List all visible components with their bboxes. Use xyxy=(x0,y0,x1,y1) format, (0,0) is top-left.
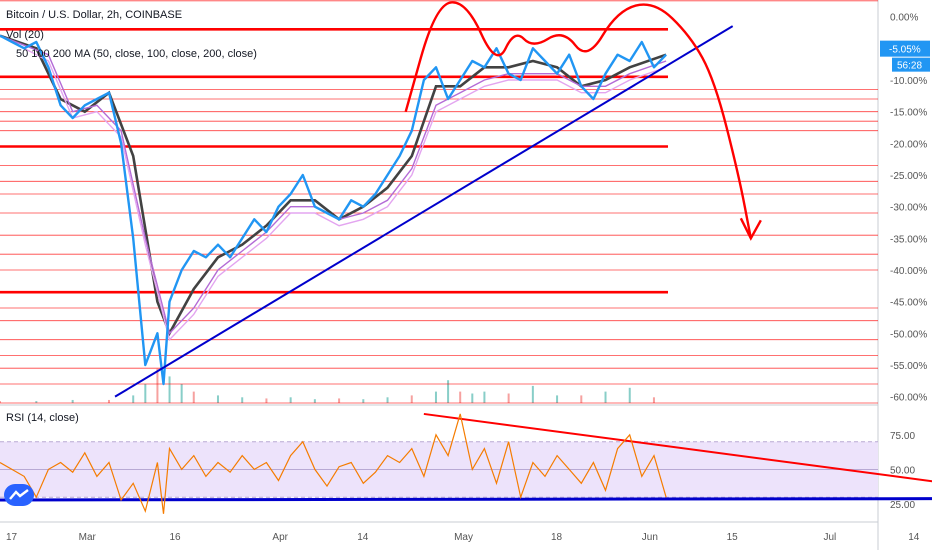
price-axis-tick: 0.00% xyxy=(890,13,918,24)
rsi-line xyxy=(0,413,667,514)
volume-bar xyxy=(604,391,607,403)
volume-bar xyxy=(265,398,268,403)
time-axis-tick: May xyxy=(454,532,473,543)
trendlines xyxy=(0,25,932,502)
countdown-label: 56:28 xyxy=(897,61,922,72)
volume-bars xyxy=(0,368,655,403)
volume-bar xyxy=(483,391,486,403)
volume-bar xyxy=(531,385,534,403)
volume-bar xyxy=(434,391,437,403)
volume-bar xyxy=(132,395,135,403)
moving-average-lines xyxy=(0,34,667,342)
ma-indicator-label[interactable]: 50 100 200 MA (50, close, 100, close, 20… xyxy=(16,48,257,60)
rsi-series-line xyxy=(0,413,667,514)
symbol-title[interactable]: Bitcoin / U.S. Dollar, 2h, COINBASE xyxy=(6,9,183,21)
price-trendline xyxy=(114,25,734,398)
volume-bar xyxy=(168,376,171,403)
volume-bar xyxy=(338,398,341,403)
volume-bar xyxy=(447,380,450,403)
volume-bar xyxy=(156,368,159,403)
volume-bar xyxy=(313,399,316,403)
volume-bar xyxy=(652,397,655,403)
logo-glyph xyxy=(9,489,29,500)
time-axis-tick: Mar xyxy=(79,532,97,543)
price-axis-tick: -15.00% xyxy=(890,108,927,119)
volume-bar xyxy=(216,395,219,403)
rsi-axis-tick: 75.00 xyxy=(890,431,915,442)
price-axis-tick: -25.00% xyxy=(890,171,927,182)
rsi-band xyxy=(0,441,878,498)
rsi-trendline-red xyxy=(423,412,932,483)
time-axis-tick: 17 xyxy=(6,532,18,543)
price-badges: -5.05% 56:28 xyxy=(880,40,930,72)
volume-bar xyxy=(35,401,38,403)
price-axis-tick: -50.00% xyxy=(890,329,927,340)
volume-bar xyxy=(192,391,195,403)
price-series-line xyxy=(0,34,667,386)
tradingview-logo-icon[interactable] xyxy=(4,484,34,506)
volume-bar xyxy=(71,399,74,403)
volume-bar xyxy=(289,397,292,403)
countdown-badge xyxy=(892,57,930,72)
last-change-label: -5.05% xyxy=(889,45,921,56)
horizontal-levels xyxy=(0,0,878,404)
axes: 0.00%-5.00%-10.00%-15.00%-20.00%-25.00%-… xyxy=(6,13,927,543)
time-axis-tick: Apr xyxy=(272,532,288,543)
price-axis-tick: -10.00% xyxy=(890,76,927,87)
volume-bar xyxy=(628,387,631,403)
time-axis-tick: 15 xyxy=(727,532,739,543)
volume-bar xyxy=(459,391,462,403)
time-axis-tick: Jun xyxy=(642,532,658,543)
volume-bar xyxy=(580,395,583,403)
ma-50-line xyxy=(0,34,667,337)
time-axis-tick: 16 xyxy=(169,532,181,543)
volume-bar xyxy=(144,384,147,403)
volume-bar xyxy=(410,395,413,403)
annotation-curve xyxy=(404,1,753,239)
price-axis-tick: -30.00% xyxy=(890,203,927,214)
volume-indicator-label[interactable]: Vol (20) xyxy=(6,29,44,41)
volume-bar xyxy=(556,395,559,403)
volume-bar xyxy=(507,393,510,403)
rsi-axis-tick: 50.00 xyxy=(890,465,915,476)
price-axis-tick: -20.00% xyxy=(890,139,927,150)
ma-100-line xyxy=(0,35,667,335)
rsi-indicator-label[interactable]: RSI (14, close) xyxy=(6,412,79,424)
annotation-arrow xyxy=(404,1,762,241)
price-axis-tick: -35.00% xyxy=(890,234,927,245)
volume-bar xyxy=(107,399,110,403)
volume-bar xyxy=(241,397,244,403)
price-axis-tick: -60.00% xyxy=(890,393,927,404)
volume-bar xyxy=(362,399,365,403)
time-axis-tick: Jul xyxy=(823,532,836,543)
time-axis-tick: 14 xyxy=(357,532,369,543)
rsi-axis-tick: 25.00 xyxy=(890,500,915,511)
time-axis-tick: 14 xyxy=(908,532,920,543)
time-axis-tick: 18 xyxy=(551,532,563,543)
price-line xyxy=(0,34,667,386)
volume-bar xyxy=(471,393,474,403)
volume-bar xyxy=(386,397,389,403)
price-axis-tick: -55.00% xyxy=(890,361,927,372)
last-change-badge xyxy=(880,40,930,57)
price-axis-tick: -45.00% xyxy=(890,298,927,309)
price-axis-tick: -40.00% xyxy=(890,266,927,277)
annotation-arrowhead xyxy=(739,217,762,241)
volume-bar xyxy=(0,401,1,403)
volume-bar xyxy=(180,384,183,403)
ma-200-line xyxy=(0,35,667,342)
